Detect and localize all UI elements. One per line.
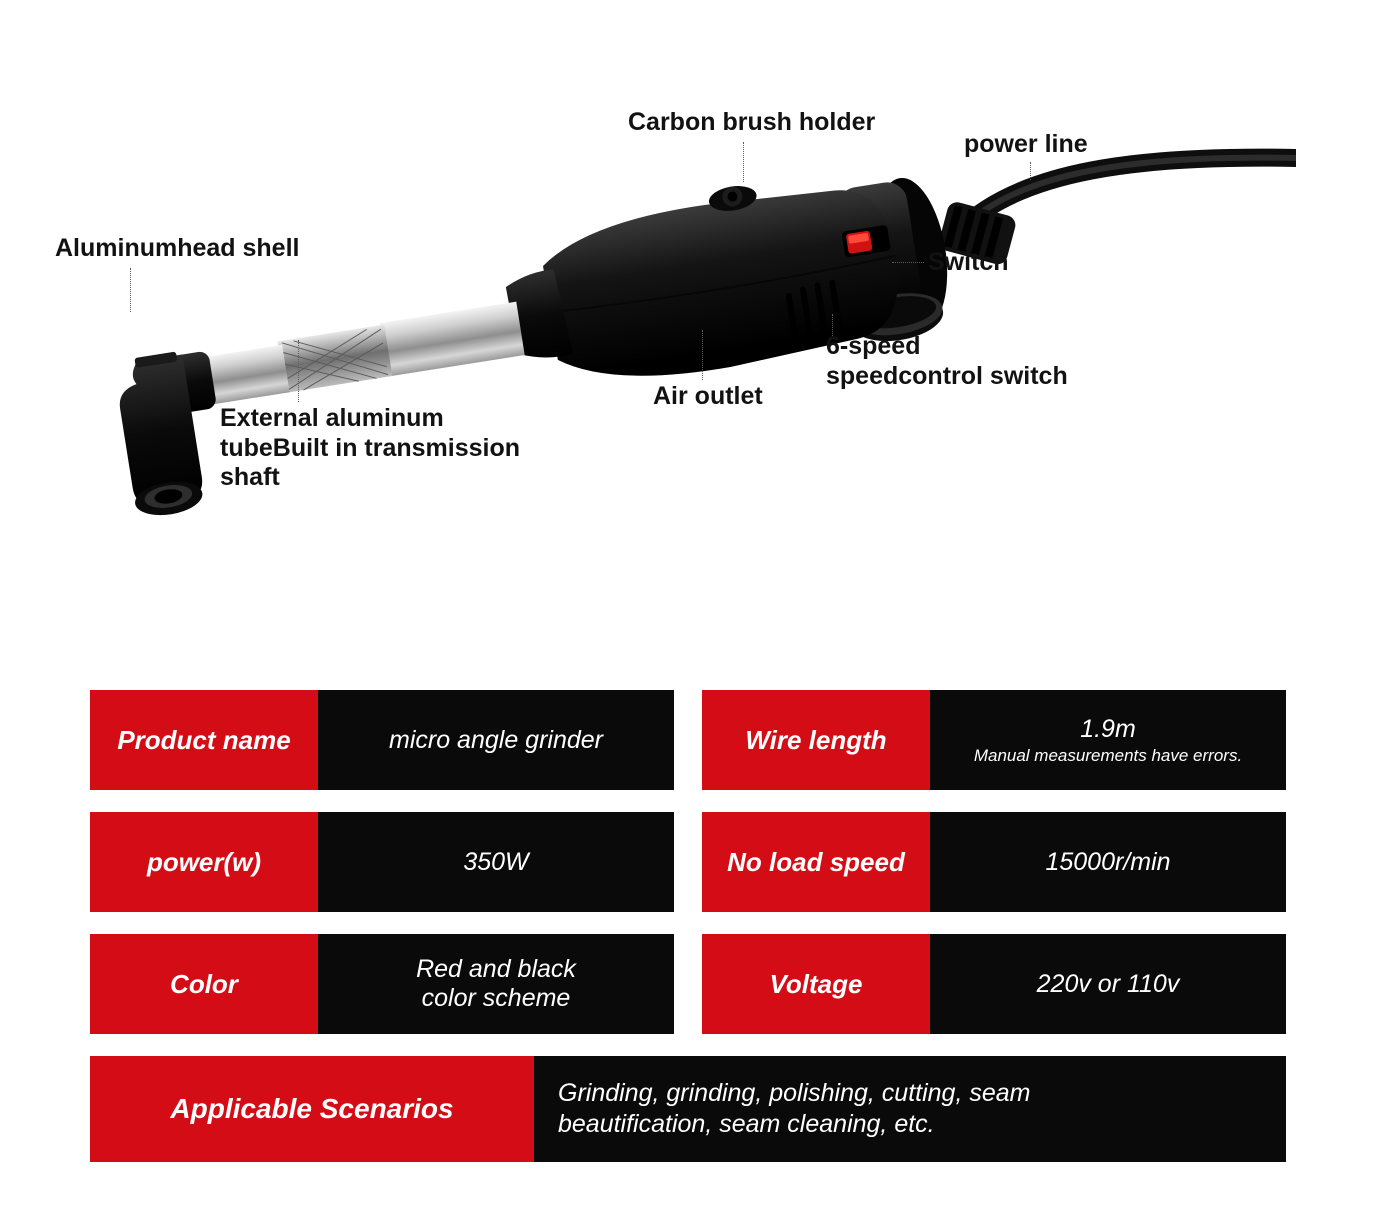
spec-key: Product name <box>90 690 318 790</box>
pointer <box>298 340 299 402</box>
spec-row-wide: Applicable Scenarios Grinding, grinding,… <box>90 1056 1286 1162</box>
spec-key: Voltage <box>702 934 930 1034</box>
spec-key: Wire length <box>702 690 930 790</box>
spec-value: 220v or 110v <box>930 934 1286 1034</box>
label-air-outlet: Air outlet <box>653 382 763 412</box>
label-switch: Switch <box>928 248 1009 278</box>
spec-key: Applicable Scenarios <box>90 1056 534 1162</box>
pointer <box>130 268 131 312</box>
label-external-tube: External aluminum tubeBuilt in transmiss… <box>220 404 520 493</box>
spec-row: No load speed15000r/min <box>702 812 1286 912</box>
spec-row: Wire length1.9mManual measurements have … <box>702 690 1286 790</box>
spec-row: ColorRed and black color scheme <box>90 934 674 1034</box>
product-diagram: Carbon brush holder power line Aluminumh… <box>80 100 1296 540</box>
spec-key: Color <box>90 934 318 1034</box>
spec-value: micro angle grinder <box>318 690 674 790</box>
spec-row: power(w)350W <box>90 812 674 912</box>
spec-value: Red and black color scheme <box>318 934 674 1034</box>
spec-row: Product namemicro angle grinder <box>90 690 674 790</box>
pointer <box>832 314 833 336</box>
spec-value: 15000r/min <box>930 812 1286 912</box>
spec-value: Grinding, grinding, polishing, cutting, … <box>534 1056 1286 1162</box>
label-aluminum-head: Aluminumhead shell <box>55 234 299 264</box>
spec-value: 350W <box>318 812 674 912</box>
label-speed-control: 6-speed speedcontrol switch <box>826 332 1068 391</box>
spec-key: No load speed <box>702 812 930 912</box>
pointer <box>892 262 924 263</box>
pointer <box>1030 162 1031 180</box>
pointer <box>702 330 703 380</box>
spec-key: power(w) <box>90 812 318 912</box>
spec-table: Product namemicro angle grinder Wire leng… <box>90 690 1286 1162</box>
label-power-line: power line <box>964 130 1088 160</box>
label-carbon-brush: Carbon brush holder <box>628 108 875 138</box>
spec-value: 1.9mManual measurements have errors. <box>930 690 1286 790</box>
pointer <box>743 142 744 182</box>
spec-row: Voltage220v or 110v <box>702 934 1286 1034</box>
